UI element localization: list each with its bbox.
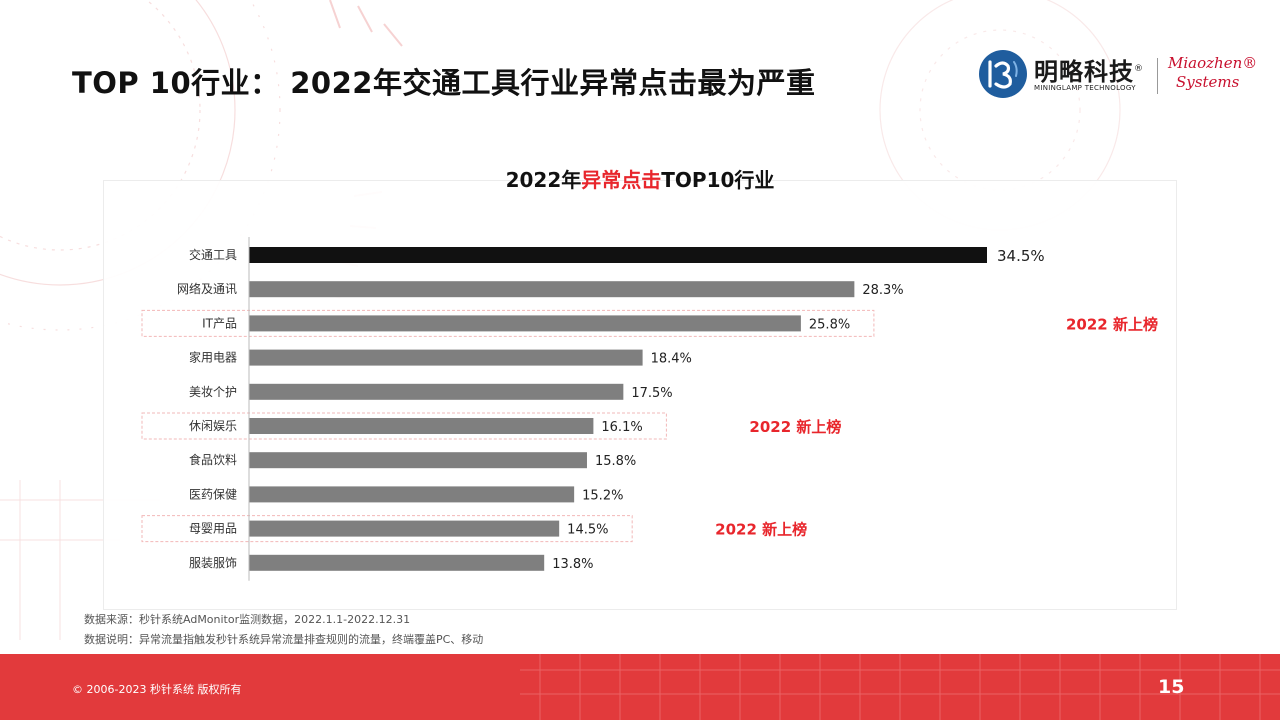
bar [249, 418, 594, 434]
footer-grid-pattern [520, 654, 1280, 720]
category-label: 医药保健 [189, 487, 237, 501]
value-label: 15.8% [595, 454, 636, 469]
new-entry-annotation: 2022 新上榜 [1066, 315, 1158, 333]
miningalamp-logo-icon [979, 50, 1027, 98]
value-label: 18.4% [651, 352, 692, 367]
category-label: 家用电器 [189, 350, 237, 365]
value-label: 28.3% [862, 283, 903, 298]
category-label: 母婴用品 [189, 522, 237, 536]
category-label: 食品饮料 [189, 452, 237, 467]
bar [249, 247, 987, 263]
miaozhen-logo-line2: Systems [1176, 73, 1240, 91]
value-label: 25.8% [809, 317, 850, 332]
bar [249, 383, 624, 400]
category-label: 网络及通讯 [177, 281, 237, 296]
logo-name: 明略科技® [1034, 58, 1144, 86]
category-label: 休闲娱乐 [189, 419, 237, 433]
value-label: 14.5% [567, 523, 608, 538]
data-explanation-note: 数据说明：异常流量指触发秒针系统异常流量排查规则的流量，终端覆盖PC、移动 [84, 633, 484, 646]
bar [249, 452, 587, 469]
value-label: 34.5% [997, 247, 1045, 265]
category-label: 服装服饰 [189, 556, 237, 570]
bar [249, 281, 855, 298]
category-label: 美妆个护 [189, 385, 237, 399]
new-entry-highlight-box [141, 309, 875, 337]
chart-title: 2022年异常点击TOP10行业 [505, 168, 775, 192]
page-number: 15 [1158, 676, 1185, 698]
bar [249, 520, 560, 537]
new-entry-highlight-box [141, 515, 633, 543]
new-entry-highlight-box [141, 412, 667, 440]
company-logo: 明略科技® MININGLAMP TECHNOLOGY Miaozhen® Sy… [976, 46, 1257, 102]
bar [249, 486, 575, 503]
slide-title: TOP 10行业： 2022年交通工具行业异常点击最为严重 [72, 66, 816, 100]
new-entry-annotation: 2022 新上榜 [715, 521, 807, 539]
new-entry-annotation: 2022 新上榜 [749, 418, 841, 436]
logo-divider [1157, 58, 1158, 94]
value-label: 17.5% [631, 386, 672, 401]
bar [249, 349, 643, 366]
copyright-text: © 2006-2023 秒针系统 版权所有 [72, 683, 242, 696]
value-label: 16.1% [601, 420, 642, 435]
bar [249, 554, 545, 571]
miaozhen-logo-line1: Miaozhen® [1168, 54, 1258, 72]
logo-subtitle: MININGLAMP TECHNOLOGY [1034, 84, 1136, 92]
data-source-note: 数据来源：秒针系统AdMonitor监测数据，2022.1.1-2022.12.… [84, 613, 411, 626]
category-label: IT产品 [202, 316, 237, 330]
bar [249, 315, 801, 332]
value-label: 15.2% [582, 488, 623, 503]
category-label: 交通工具 [189, 247, 237, 262]
footer-bar: © 2006-2023 秒针系统 版权所有 15 [0, 654, 1280, 720]
value-label: 13.8% [552, 557, 593, 572]
